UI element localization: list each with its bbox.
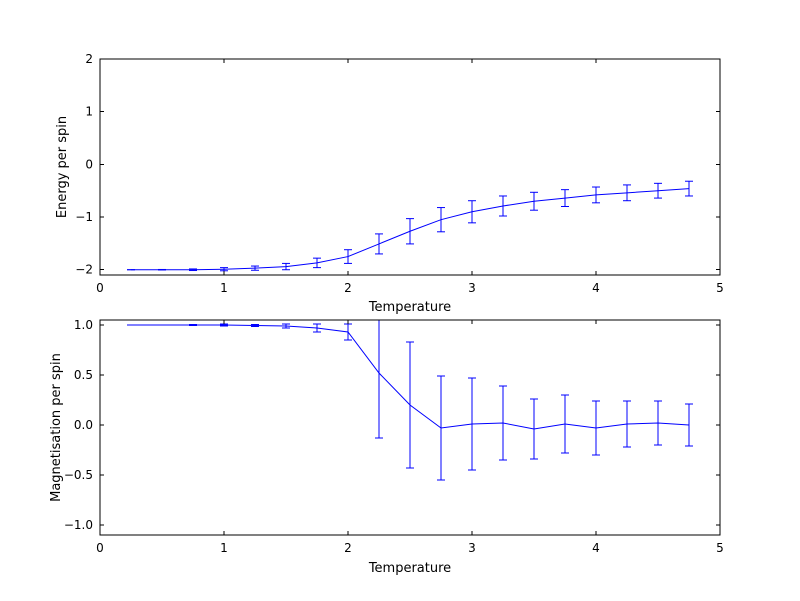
y-tick-label: 1 (85, 105, 93, 119)
y-axis-label: Magnetisation per spin (49, 353, 64, 502)
x-axis-label: Temperature (368, 561, 451, 576)
x-tick-label: 1 (220, 541, 228, 555)
tick-labels: 0 1 2 3 4 5 −2 −1 0 1 2 (75, 52, 724, 295)
y-tick-label: −2 (75, 263, 93, 277)
x-tick-label: 2 (344, 541, 352, 555)
data-series-magnetisation (127, 320, 693, 481)
x-tick-label: 5 (716, 281, 724, 295)
y-tick-label: 0.5 (74, 368, 93, 382)
y-tick-label: 0.0 (74, 418, 93, 432)
x-tick-label: 0 (96, 541, 104, 555)
y-tick-label: 0 (85, 157, 93, 171)
y-tick-label: −0.5 (64, 468, 93, 482)
plot-area-border (99, 58, 721, 276)
tick-marks (99, 320, 721, 535)
y-tick-label: −1.0 (64, 518, 93, 532)
x-tick-label: 5 (716, 541, 724, 555)
x-tick-label: 1 (220, 281, 228, 295)
series-line (131, 324, 690, 430)
plot-area-border (99, 319, 721, 536)
y-tick-label: −1 (75, 210, 93, 224)
y-tick-label: 2 (85, 52, 93, 66)
x-tick-label: 4 (592, 281, 600, 295)
x-tick-label: 4 (592, 541, 600, 555)
y-axis-label: Energy per spin (55, 116, 70, 218)
series-line (131, 188, 690, 271)
x-axis-label: Temperature (368, 300, 451, 315)
x-tick-label: 3 (468, 541, 476, 555)
y-tick-label: 1.0 (74, 318, 93, 332)
x-tick-label: 2 (344, 281, 352, 295)
tick-marks (99, 58, 721, 275)
tick-labels: 0 1 2 3 4 5 −1.0 −0.5 0.0 0.5 1.0 (64, 318, 724, 555)
x-tick-label: 3 (468, 281, 476, 295)
x-tick-label: 0 (96, 281, 104, 295)
data-series-energy (127, 180, 693, 272)
